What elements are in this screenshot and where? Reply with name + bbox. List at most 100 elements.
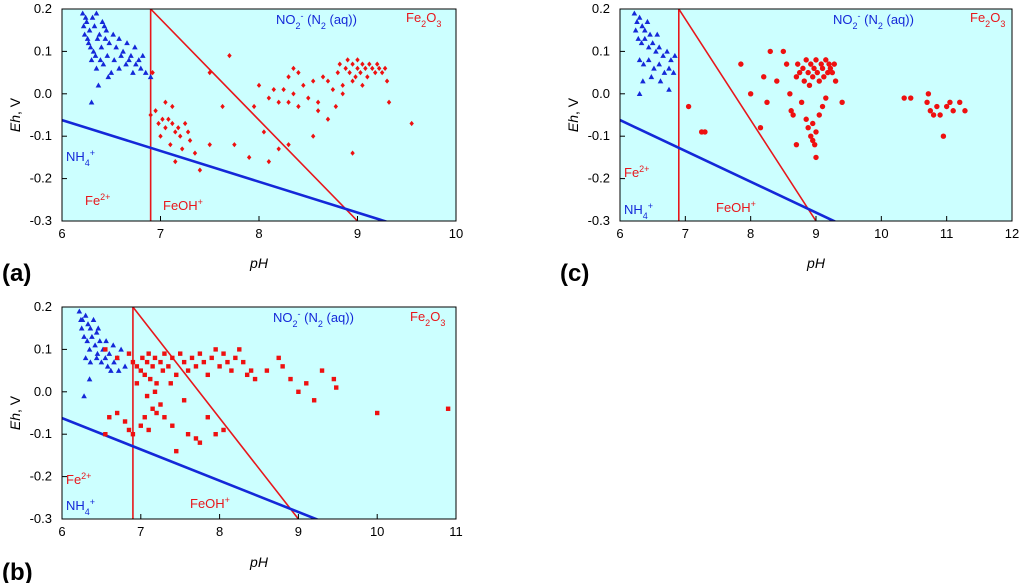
no2-point (111, 57, 118, 63)
sample-point (796, 69, 803, 76)
sample-point (827, 65, 834, 72)
sample-point (170, 423, 175, 428)
sample-point (166, 116, 171, 122)
sample-point (174, 448, 179, 454)
sample-point (798, 99, 805, 105)
chart-panel-a: 6 7 8 9 10 0.2 0.1 0.0 -0.1 -0.2 -0.3 pH Eh, V NO2- (… (2, 1, 463, 287)
plot-content (62, 307, 451, 519)
sample-point (821, 74, 827, 80)
sample-point (193, 436, 199, 441)
sample-point (187, 137, 193, 144)
sample-point (276, 99, 281, 105)
y-tick-label: -0.1 (588, 128, 610, 143)
y-tick-label: 0.0 (34, 384, 52, 399)
no2-point (92, 52, 99, 58)
sample-point (810, 74, 816, 80)
no2-point (87, 325, 94, 331)
sample-point (130, 432, 136, 437)
region-label-feoh: FeOH+ (190, 495, 230, 511)
y-tick-label: -0.1 (30, 426, 52, 441)
no2-point (126, 57, 132, 63)
sample-point (193, 364, 199, 369)
no2-point (84, 35, 91, 41)
panel-label: (b) (2, 559, 33, 583)
sample-point (800, 65, 806, 72)
no2-point (86, 27, 93, 33)
sample-point (233, 355, 238, 361)
no2-point (81, 393, 87, 399)
plot-content (62, 9, 414, 221)
sample-point (787, 91, 793, 97)
sample-point (924, 99, 930, 105)
x-tick-label: 8 (216, 524, 223, 539)
x-tick-label: 6 (58, 226, 65, 241)
nh4-no2-boundary (620, 118, 837, 221)
x-axis-label: pH (249, 554, 269, 570)
no2-point (84, 338, 91, 344)
sample-point (355, 57, 360, 63)
no2-point (651, 65, 657, 71)
sample-point (325, 116, 331, 122)
sample-point (764, 99, 770, 105)
sample-point (355, 65, 360, 71)
no2-point (118, 346, 124, 352)
sample-point (304, 381, 309, 386)
sample-point (839, 99, 845, 105)
no2-point (102, 355, 109, 361)
sample-point (220, 103, 225, 110)
sample-point (221, 427, 226, 433)
no2-point (132, 44, 138, 50)
sample-point (805, 125, 811, 131)
sample-point (375, 61, 380, 67)
no2-point (635, 35, 642, 41)
region-label-no2: NO2- (N2 (aq)) (276, 11, 357, 31)
no2-point (666, 86, 672, 92)
sample-point (146, 427, 151, 433)
sample-point (209, 355, 214, 361)
no2-point (93, 329, 100, 335)
sample-point (925, 91, 932, 97)
sample-point (192, 150, 198, 156)
y-tick-label: -0.1 (30, 128, 52, 143)
no2-point (138, 65, 144, 71)
sample-point (311, 398, 317, 403)
sample-point (201, 359, 207, 365)
sample-point (353, 74, 358, 80)
no2-point (656, 44, 662, 50)
sample-point (343, 65, 348, 71)
sample-point (808, 133, 814, 139)
sample-point (801, 78, 807, 84)
no2-point (102, 35, 109, 41)
sample-point (819, 103, 826, 110)
sample-point (288, 376, 293, 382)
no2-point (664, 48, 670, 54)
sample-point (182, 120, 188, 127)
sample-point (947, 99, 953, 105)
sample-point (908, 95, 914, 101)
sample-point (276, 146, 281, 152)
no2-point (668, 57, 674, 63)
sample-point (819, 65, 826, 72)
region-label-fe2: Fe2+ (624, 164, 649, 180)
sample-point (271, 86, 276, 93)
sample-point (382, 65, 388, 71)
no2-point (95, 82, 102, 88)
sample-point (310, 78, 316, 84)
no2-point (106, 350, 113, 356)
no2-point (118, 52, 124, 58)
no2-point (81, 333, 87, 339)
no2-point (116, 35, 122, 41)
sample-point (142, 372, 147, 378)
x-tick-label: 6 (58, 524, 65, 539)
x-tick-label: 11 (940, 226, 954, 241)
sample-point (373, 70, 378, 76)
sample-point (780, 48, 787, 55)
no2-point (103, 27, 110, 33)
sample-point (831, 61, 837, 67)
sample-point (367, 61, 372, 67)
panel-label: (a) (2, 260, 31, 287)
no2-point (87, 44, 94, 50)
sample-point (375, 410, 380, 416)
no2-point (124, 40, 130, 46)
